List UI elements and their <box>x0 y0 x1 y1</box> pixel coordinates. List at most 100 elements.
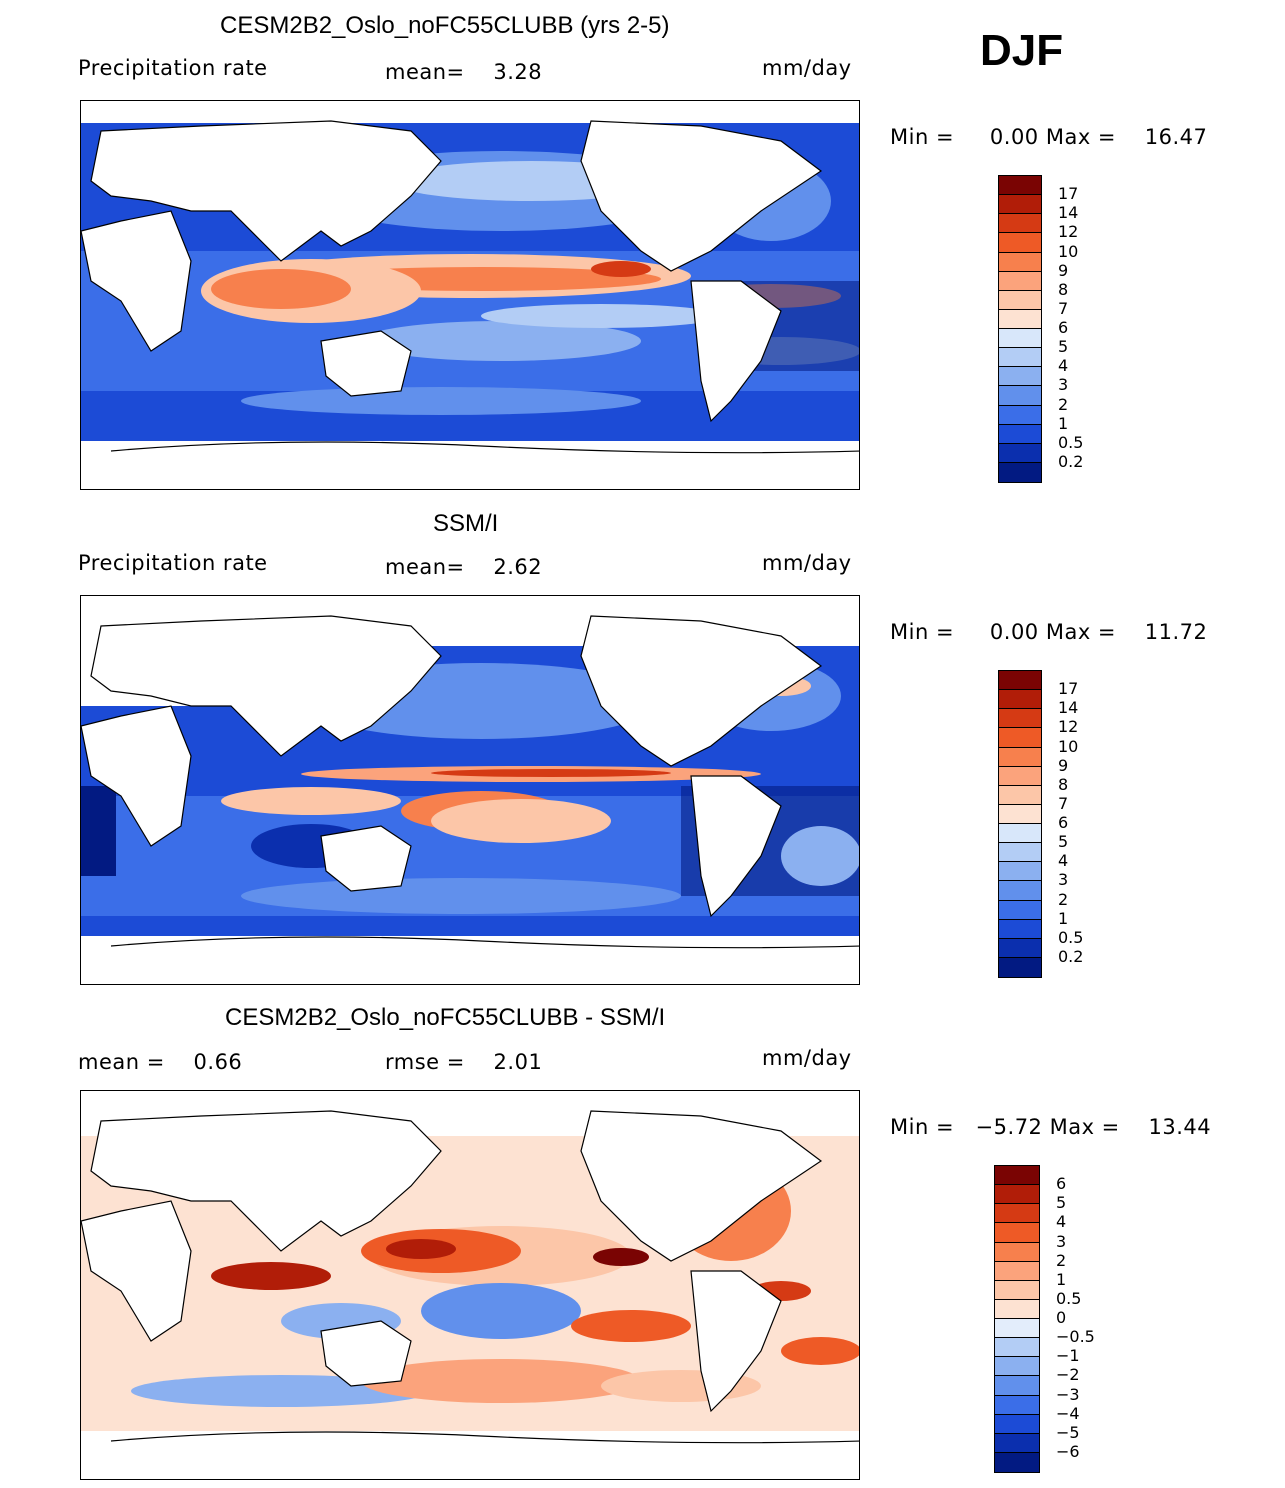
colorbar-swatch <box>999 462 1041 482</box>
colorbar-swatch <box>999 690 1041 710</box>
colorbar-swatch <box>995 1261 1039 1281</box>
panel-3-map <box>80 1090 860 1480</box>
colorbar-swatch <box>999 881 1041 901</box>
panel-2-units: mm/day <box>762 551 852 575</box>
panel-1-variable-label: Precipitation rate <box>78 56 268 80</box>
colorbar-tick-label: −2 <box>1056 1365 1080 1385</box>
colorbar-tick-label: 12 <box>1058 222 1079 242</box>
colorbar-swatch <box>999 824 1041 844</box>
colorbar-tick-label: 1 <box>1056 1269 1067 1289</box>
colorbar-swatch <box>999 862 1041 882</box>
panel-1-colorbar <box>998 175 1042 483</box>
colorbar-swatch <box>999 176 1041 196</box>
colorbar-tick-label: −6 <box>1056 1441 1080 1461</box>
colorbar-tick-label: 9 <box>1058 755 1069 775</box>
colorbar-swatch <box>995 1204 1039 1224</box>
colorbar-tick-label: 4 <box>1058 356 1069 376</box>
panel-3-units: mm/day <box>762 1046 852 1070</box>
colorbar-tick-label: 0.2 <box>1058 451 1084 471</box>
colorbar-swatch <box>999 271 1041 291</box>
panel-1-map <box>80 100 860 490</box>
colorbar-swatch <box>995 1433 1039 1453</box>
colorbar-swatch <box>995 1376 1039 1396</box>
panel-2-mean: mean= 2.62 <box>385 555 543 579</box>
colorbar-swatch <box>999 709 1041 729</box>
panel-2-map-svg <box>81 596 859 984</box>
colorbar-swatch <box>995 1395 1039 1415</box>
panel-1-title: CESM2B2_Oslo_noFC55CLUBB (yrs 2-5) <box>220 12 670 39</box>
panel-3-rmse: rmse = 2.01 <box>385 1050 543 1074</box>
panel-2-minmax: Min = 0.00 Max = 11.72 <box>890 620 1208 644</box>
colorbar-tick-label: 6 <box>1058 318 1069 337</box>
colorbar-tick-label: 2 <box>1058 394 1069 414</box>
colorbar-swatch <box>999 348 1041 368</box>
colorbar-swatch <box>999 329 1041 349</box>
colorbar-swatch <box>999 728 1041 748</box>
colorbar-swatch <box>999 804 1041 824</box>
colorbar-tick-label: 14 <box>1058 698 1079 718</box>
colorbar-tick-label: 3 <box>1058 375 1069 395</box>
colorbar-swatch <box>995 1452 1039 1472</box>
colorbar-tick-label: 0.2 <box>1058 946 1084 966</box>
colorbar-swatch <box>995 1357 1039 1377</box>
panel-2-variable-label: Precipitation rate <box>78 551 268 575</box>
colorbar-tick-label: 3 <box>1056 1231 1067 1251</box>
colorbar-swatch <box>995 1166 1039 1186</box>
colorbar-tick-label: −5 <box>1056 1422 1080 1442</box>
colorbar-tick-label: −0.5 <box>1056 1327 1095 1347</box>
colorbar-tick-label: 8 <box>1058 279 1069 299</box>
colorbar-swatch <box>999 233 1041 253</box>
colorbar-swatch <box>999 290 1041 310</box>
colorbar-swatch <box>995 1242 1039 1262</box>
season-label: DJF <box>980 26 1064 75</box>
colorbar-tick-label: 8 <box>1058 774 1069 794</box>
colorbar-tick-label: 3 <box>1058 870 1069 890</box>
colorbar-tick-label: 14 <box>1058 203 1079 223</box>
colorbar-tick-label: 0.5 <box>1056 1288 1082 1308</box>
colorbar-swatch <box>999 919 1041 939</box>
panel-2-colorbar <box>998 670 1042 978</box>
colorbar-tick-label: −3 <box>1056 1384 1080 1404</box>
colorbar-tick-label: 4 <box>1058 851 1069 871</box>
colorbar-tick-label: 7 <box>1058 298 1069 318</box>
colorbar-swatch <box>999 405 1041 425</box>
colorbar-tick-label: −1 <box>1056 1346 1080 1366</box>
panel-3-map-svg <box>81 1091 859 1479</box>
colorbar-tick-label: 2 <box>1056 1250 1067 1270</box>
colorbar-tick-label: 10 <box>1058 736 1079 756</box>
colorbar-tick-label: 5 <box>1058 832 1069 852</box>
colorbar-swatch <box>995 1280 1039 1300</box>
colorbar-swatch <box>999 195 1041 215</box>
colorbar-swatch <box>999 214 1041 234</box>
panel-3-minmax: Min = −5.72 Max = 13.44 <box>890 1115 1212 1139</box>
colorbar-tick-label: 1 <box>1058 413 1069 433</box>
panel-1-map-svg <box>81 101 859 489</box>
panel-1-mean: mean= 3.28 <box>385 60 543 84</box>
colorbar-swatch <box>999 766 1041 786</box>
colorbar-swatch <box>995 1299 1039 1319</box>
colorbar-tick-label: 12 <box>1058 717 1079 737</box>
colorbar-tick-label: 4 <box>1056 1212 1067 1232</box>
colorbar-swatch <box>995 1414 1039 1434</box>
colorbar-tick-label: 9 <box>1058 260 1069 280</box>
panel-1-minmax: Min = 0.00 Max = 16.47 <box>890 125 1208 149</box>
colorbar-swatch <box>999 424 1041 444</box>
colorbar-swatch <box>999 843 1041 863</box>
colorbar-swatch <box>995 1185 1039 1205</box>
colorbar-swatch <box>999 938 1041 958</box>
colorbar-tick-label: 0.5 <box>1058 927 1084 947</box>
panel-2-title: SSM/I <box>433 510 499 537</box>
colorbar-swatch <box>999 367 1041 387</box>
colorbar-swatch <box>995 1223 1039 1243</box>
colorbar-tick-label: 1 <box>1058 908 1069 928</box>
panel-3-colorbar <box>994 1165 1040 1473</box>
colorbar-tick-label: 5 <box>1056 1193 1067 1213</box>
colorbar-swatch <box>999 671 1041 691</box>
panel-3-title: CESM2B2_Oslo_noFC55CLUBB - SSM/I <box>225 1004 666 1031</box>
colorbar-tick-label: 2 <box>1058 889 1069 909</box>
colorbar-swatch <box>999 309 1041 329</box>
colorbar-swatch <box>999 900 1041 920</box>
panel-2-map <box>80 595 860 985</box>
colorbar-tick-label: 17 <box>1058 679 1079 699</box>
panel-3-mean: mean = 0.66 <box>78 1050 243 1074</box>
